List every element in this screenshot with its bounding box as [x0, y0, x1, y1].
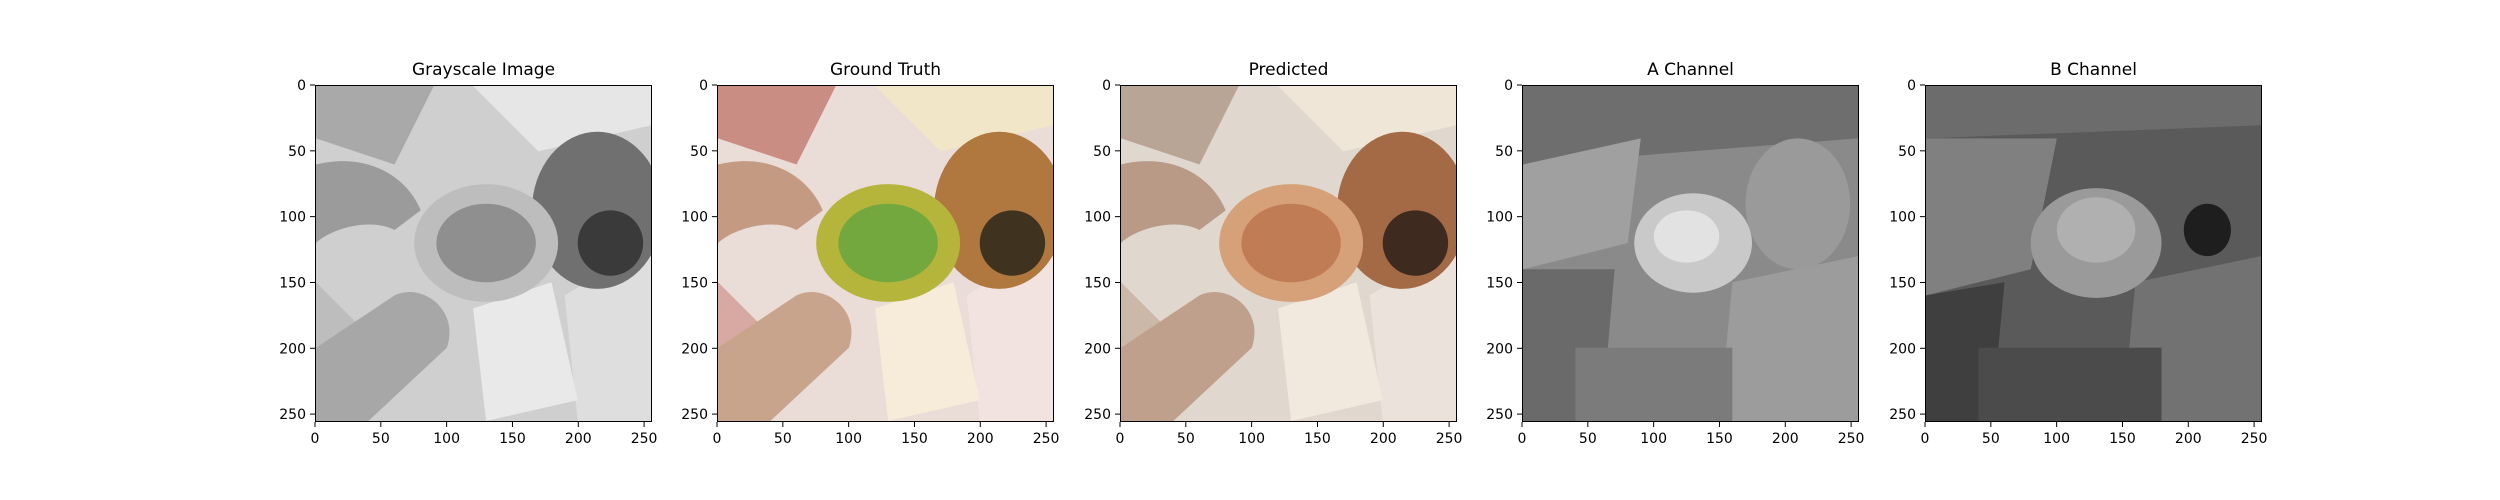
- image-a-channel: [1522, 85, 1859, 422]
- x-tick-label: 50: [774, 431, 792, 447]
- x-tick-label: 0: [1116, 431, 1125, 447]
- x-tick-label: 0: [713, 431, 722, 447]
- y-tick-label: 200: [1889, 341, 1916, 357]
- x-tick-label: 0: [1518, 431, 1527, 447]
- y-tick-label: 150: [279, 275, 306, 291]
- y-tick-label: 250: [1084, 407, 1111, 423]
- image-grayscale: [315, 85, 652, 422]
- y-tick-label: 250: [681, 407, 708, 423]
- x-tick-label: 100: [1640, 431, 1667, 447]
- panel-predicted: Predicted 0 50 100 150 200 250 0 50 100 150 200 250: [1084, 0, 1500, 500]
- axes-ground-truth: 0 50 100 150 200 250 0 50 100 150 200 250: [681, 78, 1060, 447]
- y-tick-label: 100: [1084, 210, 1111, 226]
- x-tick-label: 200: [565, 431, 592, 447]
- y-tick-label: 50: [1093, 144, 1111, 160]
- y-tick-label: 200: [1084, 341, 1111, 357]
- x-tick-label: 150: [2109, 431, 2136, 447]
- x-tick-label: 200: [967, 431, 994, 447]
- image-ground-truth: [717, 85, 1054, 422]
- y-tick-label: 150: [1084, 275, 1111, 291]
- axes-b-channel: 0 50 100 150 200 250 0 50 100 150 200 250: [1889, 78, 2268, 447]
- y-tick-label: 0: [1907, 78, 1916, 94]
- x-tick-label: 100: [1238, 431, 1265, 447]
- x-tick-label: 150: [1304, 431, 1331, 447]
- x-tick-label: 0: [1921, 431, 1930, 447]
- axes-grayscale: 0 50 100 150 200 250 0 50 100 150 200 250: [279, 78, 658, 447]
- x-tick-label: 250: [1436, 431, 1463, 447]
- y-tick-label: 250: [1889, 407, 1916, 423]
- x-tick-label: 200: [2175, 431, 2202, 447]
- ground-truth-photo: [718, 86, 1053, 421]
- panel-title: A Channel: [1647, 60, 1734, 80]
- image-predicted: [1120, 85, 1457, 422]
- y-tick-label: 150: [1486, 275, 1513, 291]
- y-tick-label: 250: [279, 407, 306, 423]
- y-tick-label: 100: [1486, 210, 1513, 226]
- x-tick-label: 150: [901, 431, 928, 447]
- y-tick-label: 50: [690, 144, 708, 160]
- x-tick-label: 200: [1370, 431, 1397, 447]
- x-tick-label: 250: [631, 431, 658, 447]
- panel-title: Ground Truth: [829, 60, 942, 80]
- x-tick-label: 150: [1706, 431, 1733, 447]
- panel-title: Predicted: [1248, 60, 1329, 80]
- y-tick-label: 150: [681, 275, 708, 291]
- x-tick-label: 100: [2043, 431, 2070, 447]
- x-tick-label: 150: [499, 431, 526, 447]
- y-tick-label: 150: [1889, 275, 1916, 291]
- y-tick-label: 200: [279, 341, 306, 357]
- a-channel-map: [1523, 86, 1858, 421]
- b-channel-map: [1926, 86, 2261, 421]
- y-tick-label: 100: [279, 210, 306, 226]
- panel-title: Grayscale Image: [411, 60, 556, 80]
- y-tick-label: 200: [1486, 341, 1513, 357]
- y-tick-label: 100: [681, 210, 708, 226]
- y-tick-label: 50: [1495, 144, 1513, 160]
- axes-a-channel: 0 50 100 150 200 250 0 50 100 150 200 250: [1486, 78, 1865, 447]
- axes-predicted: 0 50 100 150 200 250 0 50 100 150 200 250: [1084, 78, 1463, 447]
- y-tick-label: 100: [1889, 210, 1916, 226]
- x-tick-label: 100: [835, 431, 862, 447]
- y-tick-label: 50: [1898, 144, 1916, 160]
- panel-b-channel: B Channel 0 50 100 150 200 250 0 50 100 150 200 250: [1889, 0, 2305, 500]
- y-tick-label: 200: [681, 341, 708, 357]
- x-tick-label: 250: [2241, 431, 2268, 447]
- y-tick-label: 0: [1504, 78, 1513, 94]
- x-tick-label: 50: [372, 431, 390, 447]
- x-tick-label: 50: [1982, 431, 2000, 447]
- panel-ground-truth: Ground Truth 0 50 100 150 200 250 0 50 100 150 200…: [681, 0, 1097, 500]
- x-tick-label: 200: [1772, 431, 1799, 447]
- image-b-channel: [1925, 85, 2262, 422]
- y-tick-label: 0: [297, 78, 306, 94]
- y-tick-label: 0: [1102, 78, 1111, 94]
- predicted-photo: [1121, 86, 1456, 421]
- x-tick-label: 250: [1838, 431, 1865, 447]
- x-tick-label: 100: [433, 431, 460, 447]
- panel-grayscale: Grayscale Image 0 50 100 150 200 250 0 50 100 150…: [279, 0, 695, 500]
- grayscale-photo: [316, 86, 651, 421]
- y-tick-label: 0: [699, 78, 708, 94]
- x-tick-label: 50: [1579, 431, 1597, 447]
- x-tick-label: 50: [1177, 431, 1195, 447]
- panel-title: B Channel: [2050, 60, 2137, 80]
- x-tick-label: 250: [1033, 431, 1060, 447]
- y-tick-label: 50: [288, 144, 306, 160]
- y-tick-label: 250: [1486, 407, 1513, 423]
- panel-a-channel: A Channel 0 50 100 150 200 250 0 50 100 150 200 250: [1486, 0, 1902, 500]
- x-tick-label: 0: [311, 431, 320, 447]
